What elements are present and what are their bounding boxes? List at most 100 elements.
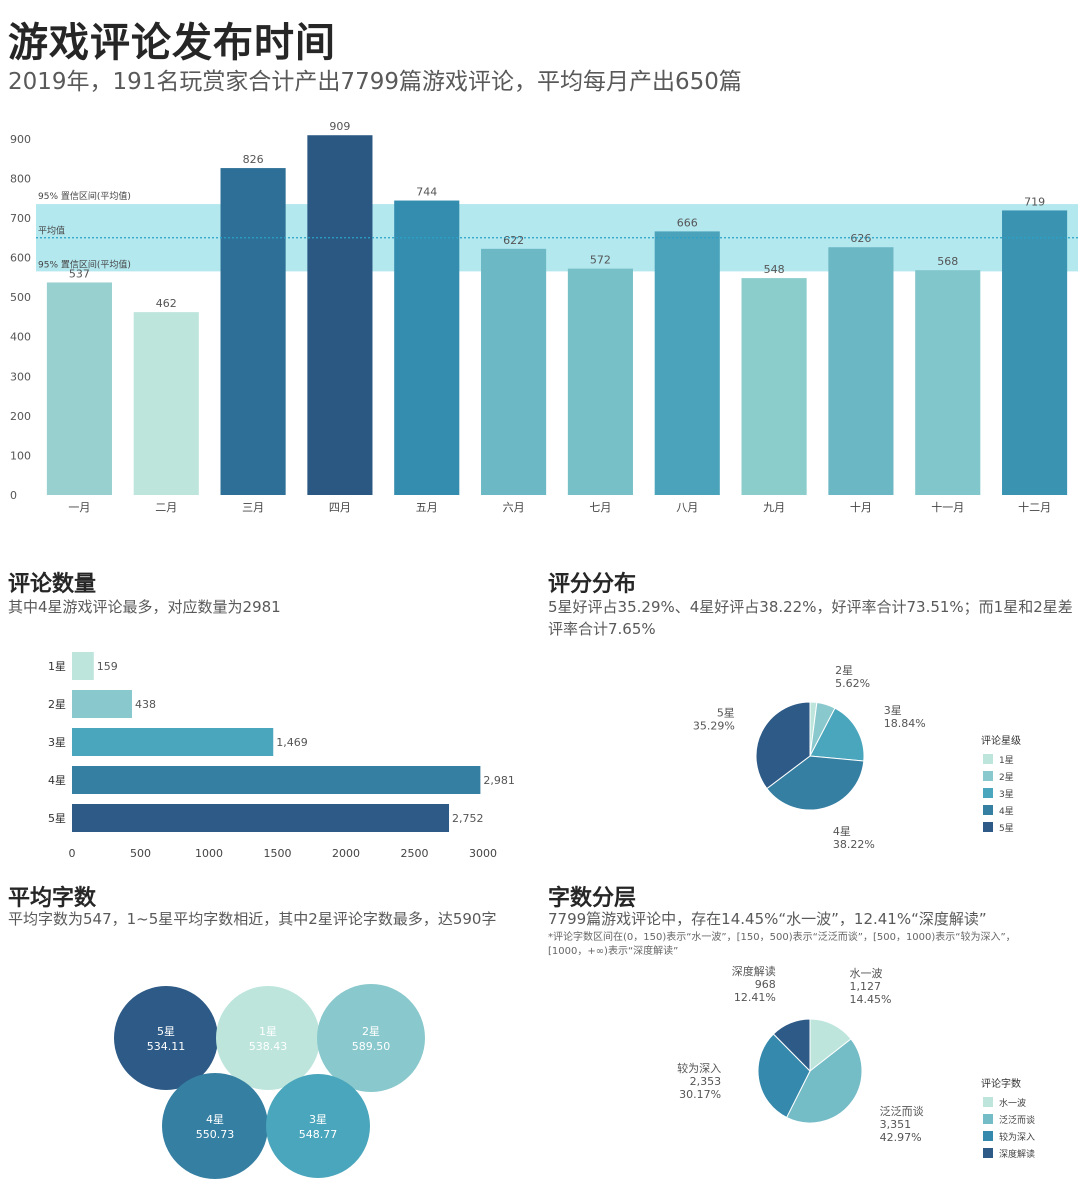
count-title: 评论数量 [8,572,97,597]
x-tick-label: 九月 [763,501,785,514]
slice-percent: 30.17% [679,1088,721,1101]
x-tick-label: 四月 [329,501,351,514]
pie-slice-深度解读 [772,1018,811,1073]
x-tick-label: 五月 [416,501,438,514]
data-label: 572 [590,254,611,267]
x-tick-label: 十二月 [1018,500,1051,514]
data-label: 537 [69,267,90,280]
y-tick-label: 300 [10,370,31,383]
slice-label: 3星 [884,704,902,717]
bubble-value: 538.43 [249,1040,288,1053]
legend-swatch [983,822,993,832]
data-label: 2,752 [452,812,484,825]
y-tick-label: 4星 [48,774,66,787]
x-tick-label: 1500 [264,847,292,860]
x-tick-label: 2000 [332,847,360,860]
tier-desc: 7799篇游戏评论中，存在14.45%“水一波”，12.41%“深度解读” [548,910,987,928]
slice-percent: 5.62% [835,677,870,690]
rating-desc: 5星好评占35.29%、4星好评占38.22%，好评率合计73.51%；而1星和… [548,598,1073,638]
slice-percent: 35.29% [693,720,735,733]
data-label: 719 [1024,195,1045,208]
data-label: 159 [97,660,118,673]
data-label: 462 [156,297,177,310]
legend-label: 2星 [999,772,1014,783]
slice-label: 4星 [833,825,851,838]
legend-label: 深度解读 [999,1148,1035,1160]
bar-六月 [481,248,547,495]
x-tick-label: 十一月 [931,500,964,514]
data-label: 438 [135,698,156,711]
bubble-label: 2星 [362,1025,380,1038]
x-tick-label: 二月 [155,501,177,514]
band-label-bottom: 95% 置信区间(平均值) [38,258,131,270]
bubble-1星 [216,986,320,1090]
legend-swatch [983,1148,993,1158]
pie-slice-较为深入 [757,1033,811,1119]
bar-四月 [307,135,373,496]
bubble-label: 1星 [259,1025,277,1038]
bar-二月 [133,312,199,495]
bar-3星 [72,728,274,756]
bubble-label: 5星 [157,1025,175,1038]
pie-slice-3星 [809,707,865,762]
bubble-value: 550.73 [196,1128,235,1141]
bubble-label: 3星 [309,1113,327,1126]
bubble-4星 [162,1073,268,1179]
x-tick-label: 500 [130,847,151,860]
data-label: 2,981 [483,774,514,787]
legend-swatch [983,1097,993,1107]
slice-percent: 38.22% [833,838,875,851]
slice-label: 5星 [717,707,735,720]
x-tick-label: 0 [69,847,76,860]
slice-label: 深度解读 [732,964,776,978]
band-label-top: 95% 置信区间(平均值) [38,190,131,202]
legend-swatch [983,754,993,764]
bar-2星 [72,690,133,718]
x-tick-label: 2500 [401,847,429,860]
slice-percent: 12.41% [734,991,776,1004]
legend-swatch [983,1114,993,1124]
y-tick-label: 0 [10,489,17,502]
x-tick-label: 1000 [195,847,223,860]
legend-title: 评论字数 [981,1077,1021,1090]
bubble-3星 [266,1074,370,1178]
data-label: 548 [764,263,785,276]
bar-1星 [72,652,94,680]
bar-七月 [567,268,633,495]
bar-5星 [72,804,450,832]
x-tick-label: 十月 [850,500,872,514]
y-tick-label: 700 [10,212,31,225]
slice-label: 2星 [835,664,853,677]
avg-title: 平均字数 [8,886,97,911]
slice-percent: 18.84% [884,717,926,730]
pie-slice-4星 [766,755,865,811]
x-tick-label: 三月 [242,501,264,514]
slice-value: 968 [755,978,776,991]
legend-label: 4星 [999,806,1014,817]
bar-十月 [828,247,894,495]
bar-十一月 [915,270,981,495]
count-desc: 其中4星游戏评论最多，对应数量为2981 [8,598,281,616]
x-tick-label: 3000 [469,847,497,860]
bubble-2星 [317,984,425,1092]
data-label: 1,469 [276,736,308,749]
data-label: 568 [937,255,958,268]
legend-swatch [983,805,993,815]
legend-label: 较为深入 [999,1131,1035,1143]
y-tick-label: 600 [10,252,31,265]
slice-value: 2,353 [690,1075,722,1088]
y-tick-label: 500 [10,291,31,304]
legend-swatch [983,1131,993,1141]
data-label: 626 [850,232,871,245]
pie-slice-5星 [755,701,811,790]
mean-label: 平均值 [38,225,65,237]
rating-title: 评分分布 [548,572,637,597]
y-tick-label: 5星 [48,812,66,825]
page-title: 游戏评论发布时间 [8,20,336,66]
legend-label: 1星 [999,755,1014,766]
y-tick-label: 400 [10,331,31,344]
legend-swatch [983,771,993,781]
x-tick-label: 一月 [68,501,90,514]
data-label: 622 [503,234,524,247]
count-chart: 1星 159 2星 438 3星 1,469 4星 2,981 5星 2,752 0 500 1000 1… [48,652,515,860]
